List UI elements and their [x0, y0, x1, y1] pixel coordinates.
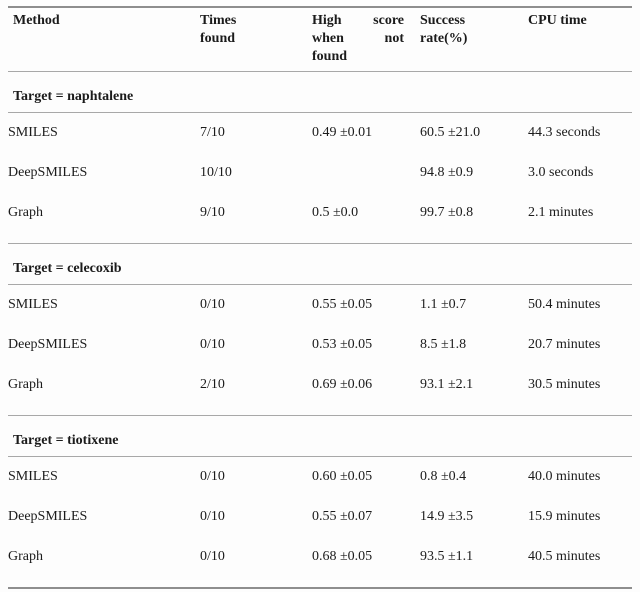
high-score-cell — [312, 153, 420, 193]
success-rate-cell: 94.8 ±0.9 — [420, 165, 474, 180]
column-header-label: Success rate(%) — [420, 13, 468, 46]
times-found-cell: 0/10 — [200, 297, 225, 312]
times-found-cell: 0/10 — [200, 549, 225, 564]
cpu-time-cell: 2.1 minutes — [528, 193, 632, 244]
high-score-cell: 0.49 ±0.01 — [312, 125, 373, 140]
times-found-cell: 9/10 — [200, 193, 312, 244]
success-rate-cell: 8.5 ±1.8 — [420, 337, 467, 352]
success-rate-cell: 93.5 ±1.1 — [420, 549, 474, 564]
success-rate-cell: 0.8 ±0.4 — [420, 469, 467, 484]
column-header-label: Times found — [200, 13, 237, 46]
results-table: Method Times found High score when not f… — [8, 6, 632, 589]
cpu-time-cell: 20.7 minutes — [528, 337, 601, 352]
success-rate-cell: 60.5 ±21.0 — [420, 125, 481, 140]
method-cell: Graph — [8, 365, 200, 416]
column-header-high-score: High score when not found — [312, 7, 420, 72]
success-rate-cell: 93.1 ±2.1 — [420, 365, 528, 416]
column-header-success-rate: Success rate(%) — [420, 7, 528, 72]
method-cell: Graph — [8, 193, 200, 244]
table-row: DeepSMILES 0/10 0.55 ±0.07 14.9 ±3.5 15.… — [8, 497, 632, 537]
high-score-cell: 0.69 ±0.06 — [312, 365, 420, 416]
success-rate-cell: 1.1 ±0.7 — [420, 297, 467, 312]
table-row: Graph 9/10 0.5 ±0.0 99.7 ±0.8 2.1 minute… — [8, 193, 632, 244]
cpu-time-cell: 50.4 minutes — [528, 297, 601, 312]
column-header-label: Method — [13, 13, 60, 28]
cpu-time-cell: 44.3 seconds — [528, 125, 601, 140]
method-cell: DeepSMILES — [8, 509, 88, 524]
times-found-cell: 0/10 — [200, 337, 225, 352]
success-rate-cell: 14.9 ±3.5 — [420, 509, 474, 524]
table-header: Method Times found High score when not f… — [8, 7, 632, 72]
section-title: Target = tiotixene — [8, 415, 632, 457]
high-score-cell: 0.55 ±0.05 — [312, 297, 373, 312]
column-header-method: Method — [8, 7, 200, 72]
method-cell: SMILES — [8, 125, 58, 140]
times-found-cell: 2/10 — [200, 365, 312, 416]
cpu-time-cell: 30.5 minutes — [528, 365, 632, 416]
success-rate-cell: 99.7 ±0.8 — [420, 193, 528, 244]
times-found-cell: 7/10 — [200, 125, 225, 140]
table-row: DeepSMILES 0/10 0.53 ±0.05 8.5 ±1.8 20.7… — [8, 325, 632, 365]
section-tiotixene: Target = tiotixene SMILES 0/10 0.60 ±0.0… — [8, 415, 632, 589]
times-found-cell: 0/10 — [200, 469, 225, 484]
table-row: DeepSMILES 10/10 94.8 ±0.9 3.0 seconds — [8, 153, 632, 193]
table-row: SMILES 7/10 0.49 ±0.01 60.5 ±21.0 44.3 s… — [8, 113, 632, 154]
table-row: SMILES 0/10 0.55 ±0.05 1.1 ±0.7 50.4 min… — [8, 285, 632, 326]
column-header-label: High score when not found — [312, 13, 404, 64]
section-title-row: Target = naphtalene — [8, 71, 632, 113]
high-score-cell: 0.68 ±0.05 — [312, 549, 373, 564]
section-title-row: Target = tiotixene — [8, 415, 632, 457]
column-header-times-found: Times found — [200, 7, 312, 72]
table-row: Graph 2/10 0.69 ±0.06 93.1 ±2.1 30.5 min… — [8, 365, 632, 416]
section-celecoxib: Target = celecoxib SMILES 0/10 0.55 ±0.0… — [8, 243, 632, 416]
section-title-row: Target = celecoxib — [8, 243, 632, 285]
method-cell: SMILES — [8, 469, 58, 484]
cpu-time-cell: 3.0 seconds — [528, 165, 594, 180]
section-naphtalene: Target = naphtalene SMILES 7/10 0.49 ±0.… — [8, 71, 632, 244]
method-cell: SMILES — [8, 297, 58, 312]
table-row: Graph 0/10 0.68 ±0.05 93.5 ±1.1 40.5 min… — [8, 537, 632, 588]
section-title: Target = naphtalene — [8, 71, 632, 113]
times-found-cell: 0/10 — [200, 509, 225, 524]
section-title: Target = celecoxib — [8, 243, 632, 285]
table-row: SMILES 0/10 0.60 ±0.05 0.8 ±0.4 40.0 min… — [8, 457, 632, 498]
method-cell: DeepSMILES — [8, 337, 88, 352]
high-score-cell: 0.60 ±0.05 — [312, 469, 373, 484]
header-row: Method Times found High score when not f… — [8, 7, 632, 72]
column-header-label: CPU time — [528, 13, 587, 28]
high-score-cell: 0.5 ±0.0 — [312, 193, 420, 244]
method-cell: DeepSMILES — [8, 165, 88, 180]
method-cell: Graph — [8, 549, 43, 564]
high-score-cell: 0.53 ±0.05 — [312, 337, 373, 352]
cpu-time-cell: 40.5 minutes — [528, 549, 601, 564]
cpu-time-cell: 40.0 minutes — [528, 469, 601, 484]
column-header-cpu-time: CPU time — [528, 7, 632, 72]
times-found-cell: 10/10 — [200, 165, 232, 180]
high-score-cell: 0.55 ±0.07 — [312, 509, 373, 524]
cpu-time-cell: 15.9 minutes — [528, 509, 601, 524]
